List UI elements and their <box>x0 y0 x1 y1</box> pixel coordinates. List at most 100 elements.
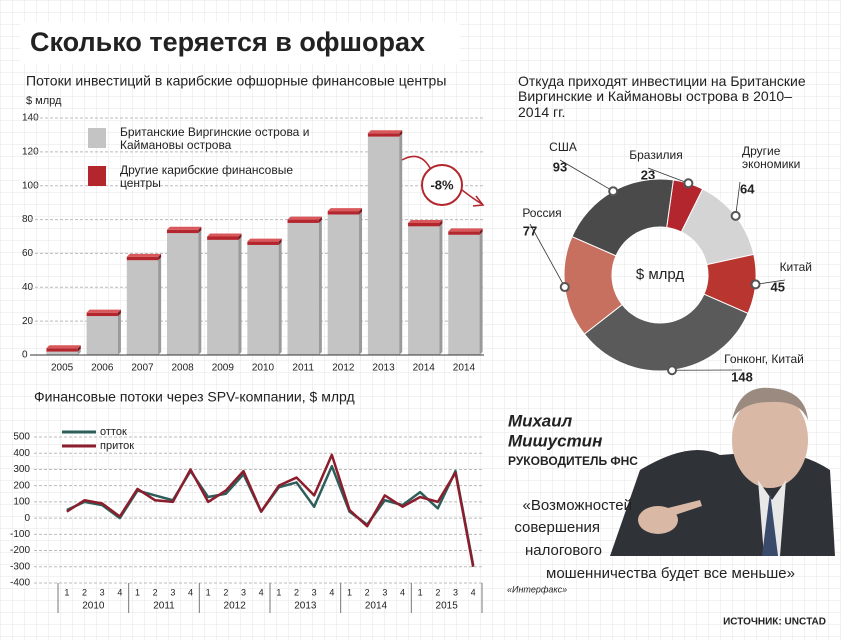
bar-segment <box>408 226 440 355</box>
y-tick-label: 100 <box>13 497 30 508</box>
bar-segment <box>287 219 319 223</box>
bar-side <box>318 219 322 355</box>
x-tick-label: 3 <box>453 587 458 597</box>
annotation: -8% <box>430 177 454 192</box>
x-tick-label: 2012 <box>332 363 355 374</box>
bar-side <box>439 223 443 355</box>
leader-line <box>559 159 614 192</box>
bar-segment <box>86 312 118 317</box>
bar-segment <box>448 234 480 355</box>
bar-top <box>367 130 403 134</box>
page-title: Сколько теряется в офшорах <box>30 27 425 57</box>
bar-top <box>86 309 121 313</box>
leader-line <box>647 167 689 184</box>
x-tick-label: 2 <box>153 587 158 597</box>
line-series <box>66 453 475 568</box>
x-tick-label: 4 <box>329 587 334 597</box>
x-tick-label: 1 <box>347 587 352 597</box>
value-label: 77 <box>523 223 537 238</box>
bar-segment <box>207 236 239 240</box>
x-tick-label: 1 <box>135 587 140 597</box>
y-tick-label: 20 <box>22 316 34 327</box>
x-tick-label: 3 <box>100 587 105 597</box>
leader-line <box>529 223 566 288</box>
person-name: Мишустин <box>508 431 602 450</box>
bar-top <box>207 233 242 237</box>
annotation-circle <box>421 164 463 206</box>
bar-side <box>238 236 242 355</box>
bar-side <box>278 238 282 245</box>
title-box <box>20 22 460 64</box>
center-label: $ млрд <box>636 266 685 283</box>
x-tick-label: 3 <box>170 587 175 597</box>
bar-segment <box>327 211 360 215</box>
bar-side <box>77 348 81 355</box>
donut-segment <box>583 293 749 372</box>
group-label: 2012 <box>224 601 247 612</box>
source: ИСТОЧНИК: UNCTAD <box>723 617 826 628</box>
bar-side <box>359 208 363 215</box>
y-tick-label: 0 <box>24 513 30 524</box>
chart-title: Откуда приходят инвестиции на Британские… <box>518 74 806 120</box>
bar-segment <box>207 239 239 355</box>
quote: «Возможностей <box>523 497 632 514</box>
slice-label: Другие экономики <box>742 145 801 172</box>
legend-swatch <box>88 166 106 186</box>
legend-label-box: Другие карибские финансовые центры <box>120 164 293 190</box>
leader-dot <box>667 365 678 376</box>
bar-segment <box>166 229 199 234</box>
x-tick-label: 1 <box>64 587 69 597</box>
bar-segment <box>166 233 199 355</box>
bar-side <box>359 211 363 355</box>
bar-top <box>166 226 202 230</box>
chart-title: Финансовые потоки через SPV-компании, $ … <box>34 389 355 405</box>
slice-label: Бразилия <box>629 148 683 162</box>
x-tick-label: 2010 <box>252 363 275 374</box>
group-label: 2010 <box>82 601 105 612</box>
x-tick-label: 2006 <box>91 363 114 374</box>
bar-top <box>126 253 162 257</box>
bar-segment <box>247 241 279 245</box>
donut-segment <box>571 178 674 257</box>
group-label: 2013 <box>294 601 317 612</box>
bar-segment <box>247 244 279 355</box>
x-tick-label: 2009 <box>212 363 235 374</box>
bar-side <box>117 309 121 317</box>
x-tick-label: 2011 <box>292 363 314 374</box>
y-tick-label: 300 <box>13 464 30 475</box>
legend-swatch <box>88 128 106 148</box>
bar-segment <box>287 222 319 355</box>
bar-side <box>278 241 282 355</box>
legend-label: отток <box>100 426 127 438</box>
chart-title-box: Откуда приходят инвестиции на Британские… <box>518 74 806 120</box>
x-tick-label: 2 <box>435 587 440 597</box>
y-tick-label: 40 <box>22 282 34 293</box>
x-tick-label: 2014 <box>413 363 436 374</box>
bar-segment <box>86 316 118 355</box>
bar-side <box>479 231 483 355</box>
x-tick-label: 4 <box>188 587 193 597</box>
bar-side <box>318 216 322 223</box>
leader-dot <box>683 178 694 189</box>
slice-label: Россия <box>522 206 561 220</box>
quote: мошенничества будет все меньше» <box>546 565 795 582</box>
x-tick-label: 3 <box>241 587 246 597</box>
x-tick-label: 4 <box>400 587 405 597</box>
bar-segment <box>448 231 480 235</box>
x-tick-label: 4 <box>471 587 476 597</box>
bar-top <box>408 219 443 223</box>
quote: налогового <box>525 542 602 559</box>
bar-side <box>158 253 162 261</box>
bar-top <box>448 228 483 232</box>
bar-segment <box>367 133 400 137</box>
bar-segment <box>126 256 159 261</box>
y-tick-label: -100 <box>10 529 30 540</box>
leader-dot <box>559 282 570 293</box>
bar-side <box>77 345 81 352</box>
y-tick-label: 0 <box>22 350 28 361</box>
bar-top <box>46 345 81 349</box>
bar-top <box>247 238 282 242</box>
x-tick-label: 4 <box>259 587 264 597</box>
x-tick-label: 3 <box>382 587 387 597</box>
legend-label: Британские Виргинские острова и Кайманов… <box>120 126 310 153</box>
